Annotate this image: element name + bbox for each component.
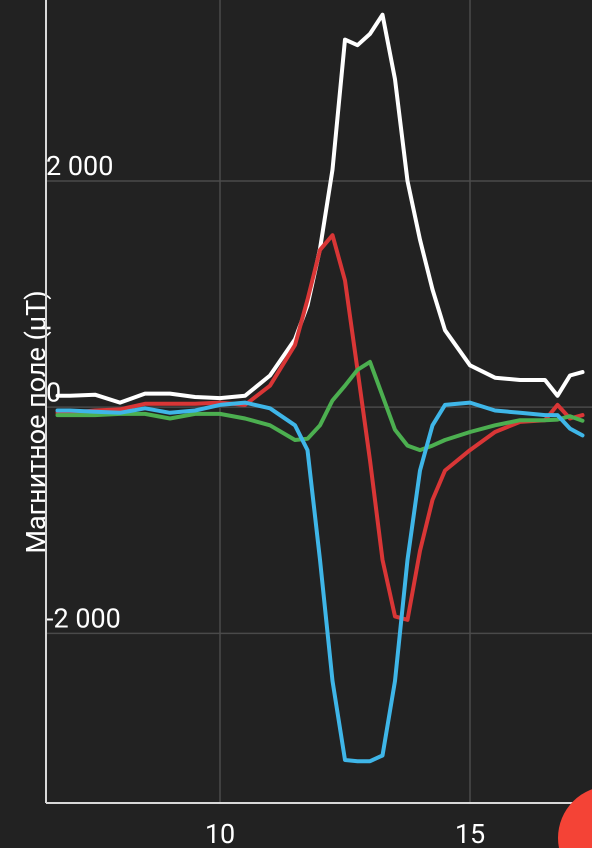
series-line [55,400,585,764]
series-line [55,12,585,405]
y-axis-label: Магнитное поле (μT) [20,290,52,553]
series-line [55,359,585,453]
x-tick-label: 15 [455,818,485,848]
x-tick-label: 10 [205,818,235,848]
y-tick-label: 2 000 [46,150,113,182]
y-tick-label: 0 [46,376,61,408]
series-line [55,233,585,622]
y-tick-label: -2 000 [46,602,121,634]
fab-button[interactable] [558,786,592,848]
